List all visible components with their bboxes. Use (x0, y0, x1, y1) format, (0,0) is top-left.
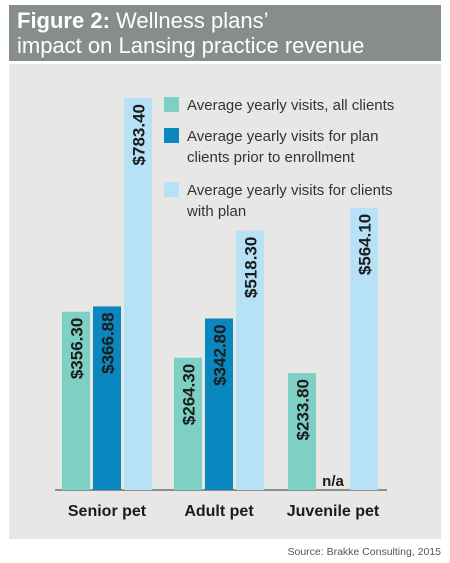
chart-panel: $356.30 $264.30 $233.80 $366.88 $342.80 n/a $7… (9, 64, 441, 539)
data-label: $783.40 (130, 104, 149, 165)
category-label: Senior pet (68, 503, 147, 520)
legend-swatch-3 (164, 182, 179, 197)
data-label-na: n/a (322, 473, 344, 490)
legend-label: Average yearly visits for plan (187, 128, 378, 145)
data-label: $342.80 (211, 324, 230, 385)
category-label: Juvenile pet (287, 503, 380, 520)
legend-swatch-1 (164, 97, 179, 112)
legend-label: Average yearly visits, all clients (187, 97, 394, 114)
legend-label: clients prior to enrollment (187, 149, 355, 166)
bar-1-2 (174, 357, 202, 490)
bar-3-1 (124, 98, 152, 490)
data-label: $233.80 (294, 379, 313, 440)
bar-2-1 (93, 306, 121, 490)
data-label: $518.30 (242, 237, 261, 298)
figure-title-line2: impact on Lansing practice revenue (17, 33, 365, 58)
legend-swatch-2 (164, 128, 179, 143)
category-label: Adult pet (184, 503, 254, 520)
bar-chart: $356.30 $264.30 $233.80 $366.88 $342.80 n/a $7… (55, 97, 394, 520)
bar-1-3 (288, 373, 316, 490)
bar-3-3 (350, 207, 378, 490)
data-label: $264.30 (180, 364, 199, 425)
legend-label: with plan (186, 203, 246, 220)
data-label: $366.88 (99, 312, 118, 373)
bar-3-2 (236, 230, 264, 490)
figure-header: Figure 2: Wellness plans’ impact on Lans… (9, 5, 441, 61)
figure-label: Figure 2: (17, 8, 110, 33)
data-label: $564.10 (356, 214, 375, 275)
figure-title-part1: Wellness plans’ (116, 8, 269, 33)
figure-title-line1: Figure 2: Wellness plans’ (17, 8, 268, 34)
data-label: $356.30 (68, 318, 87, 379)
bar-1-1 (62, 311, 90, 490)
source-note: Source: Brakke Consulting, 2015 (287, 546, 441, 558)
bar-2-2 (205, 318, 233, 490)
legend-label: Average yearly visits for clients (187, 182, 393, 199)
